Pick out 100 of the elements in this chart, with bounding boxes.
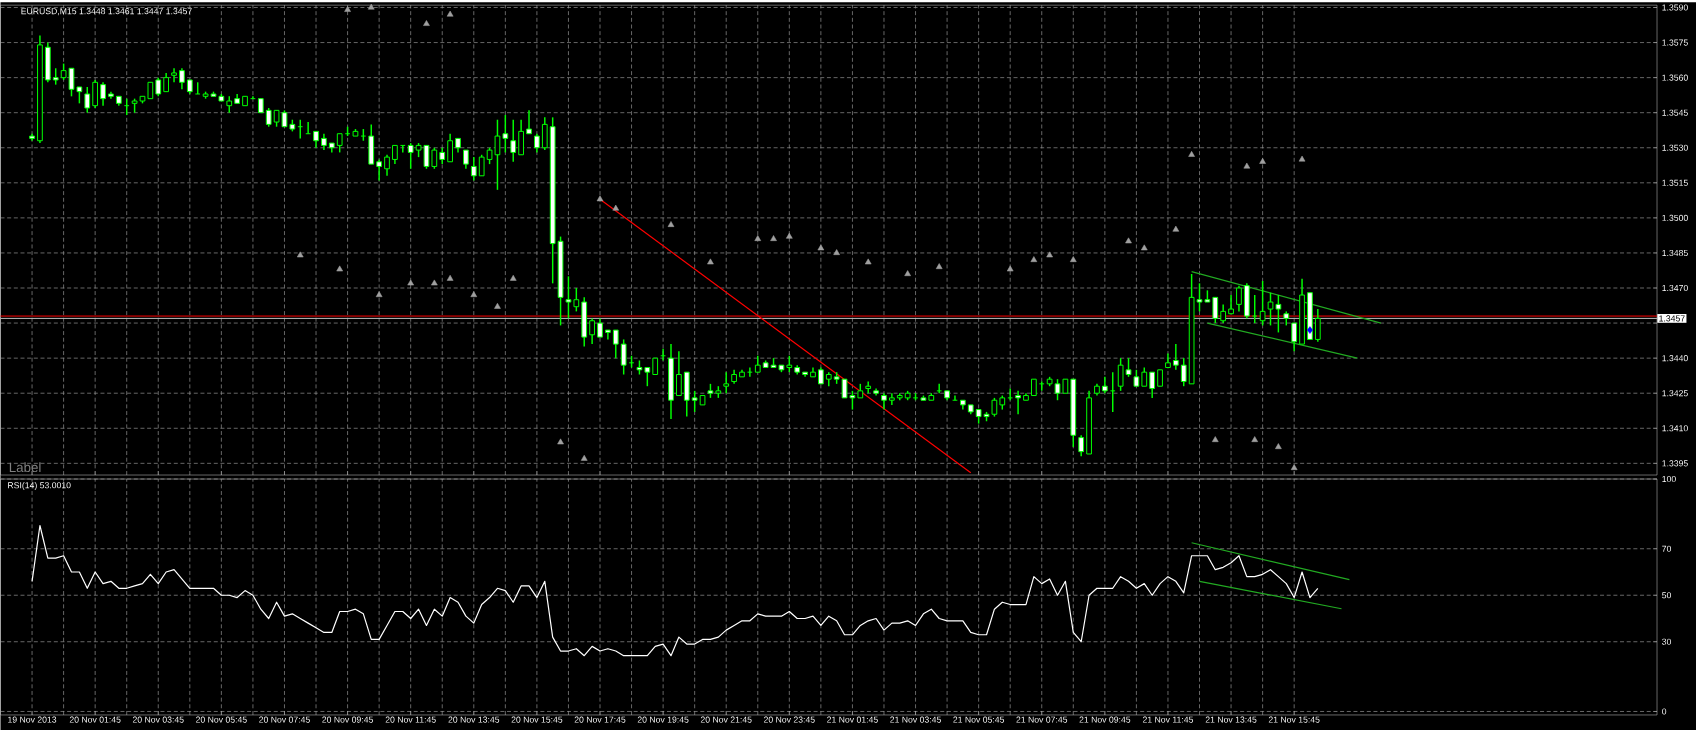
candlestick: [723, 371, 730, 394]
candlestick: [541, 116, 548, 151]
candlestick: [534, 133, 540, 154]
point: [833, 249, 840, 255]
candlestick: [518, 118, 524, 156]
candlestick: [376, 158, 382, 182]
candlestick: [431, 147, 438, 170]
x-tick-label: 20 Nov 11:45: [385, 716, 436, 723]
point: [1188, 151, 1195, 157]
point: [375, 291, 383, 298]
x-tick-label: 21 Nov 05:45: [953, 716, 1005, 723]
x-tick-label: 20 Nov 17:45: [574, 716, 626, 723]
y-tick-label: 1.3470: [1662, 284, 1688, 292]
candlestick: [179, 67, 185, 91]
point: [817, 244, 825, 251]
candlestick: [526, 109, 532, 135]
candlestick: [1212, 296, 1219, 324]
candlestick: [171, 67, 177, 84]
candlestick: [1149, 371, 1156, 399]
x-tick-label: 20 Nov 19:45: [637, 716, 689, 723]
y-tick-label: 1.3425: [1662, 390, 1688, 397]
candlestick: [1078, 434, 1085, 458]
candlestick: [1291, 322, 1298, 352]
point: [344, 6, 351, 12]
candlestick: [1109, 371, 1116, 413]
candlestick: [84, 86, 91, 114]
point: [786, 232, 793, 239]
y-tick-label: 1.3575: [1662, 39, 1688, 46]
x-tick-label: 20 Nov 15:45: [511, 716, 563, 723]
point: [1275, 443, 1282, 449]
x-tick-label: 21 Nov 03:45: [890, 716, 941, 723]
y-tick-label: 30: [1662, 638, 1672, 645]
point: [1006, 265, 1014, 272]
x-tick-label: 21 Nov 01:45: [827, 716, 878, 723]
point: [336, 265, 343, 272]
x-tick-label: 21 Nov 07:45: [1016, 716, 1068, 723]
x-tick-label: 20 Nov 09:45: [322, 716, 373, 723]
point: [1125, 237, 1132, 244]
y-tick-label: 1.3500: [1662, 214, 1688, 221]
x-tick-label: 20 Nov 01:45: [69, 716, 121, 723]
candlestick: [936, 383, 943, 394]
candlestick: [265, 107, 272, 128]
point: [1030, 256, 1038, 262]
candlestick: [510, 118, 517, 163]
point: [367, 3, 375, 10]
candlestick: [1172, 343, 1179, 371]
candlestick: [865, 380, 872, 394]
y-tick-label: 1.3590: [1662, 4, 1688, 11]
candlestick: [565, 275, 572, 320]
candlestick: [1259, 280, 1266, 327]
candlestick: [478, 154, 485, 177]
candlestick: [407, 142, 414, 170]
candlestick: [1314, 308, 1321, 343]
x-tick-label: 20 Nov 21:45: [700, 716, 752, 723]
point: [754, 235, 762, 241]
candlestick: [1251, 294, 1258, 324]
candlestick: [297, 118, 304, 140]
candlestick: [305, 121, 312, 135]
x-tick-label: 21 Nov 15:45: [1268, 716, 1320, 723]
candlestick: [384, 154, 390, 177]
x-tick-label: 21 Nov 13:45: [1205, 716, 1257, 723]
candlestick: [1220, 303, 1227, 324]
point: [707, 258, 714, 265]
point: [935, 263, 943, 269]
point: [1141, 244, 1148, 251]
candlestick: [92, 79, 99, 109]
y-tick-label: 1.3485: [1662, 249, 1688, 257]
candlestick: [399, 144, 406, 154]
y-tick-label: 1.3440: [1662, 355, 1688, 362]
y-tick-label: 1.3395: [1662, 460, 1688, 467]
point: [1070, 256, 1077, 262]
candlestick: [392, 144, 398, 165]
y-tick-label: 70: [1662, 545, 1672, 552]
y-tick-label: 1.3530: [1662, 144, 1688, 151]
point: [770, 235, 777, 241]
point: [904, 270, 911, 277]
point: [612, 204, 620, 211]
chart-title: EURUSD,M15 1.3448 1.3461 1.3447 1.3457: [21, 8, 192, 16]
candlestick: [612, 329, 619, 359]
point: [470, 291, 478, 298]
point: [1307, 326, 1313, 334]
point: [296, 251, 304, 258]
y-tick-label: 1.3560: [1662, 74, 1688, 81]
point: [494, 302, 501, 309]
candlestick: [163, 72, 170, 93]
annotation: Label: [9, 462, 41, 473]
candlestick: [573, 287, 580, 313]
candlestick: [1007, 387, 1014, 401]
x-tick-label: 20 Nov 07:45: [259, 716, 310, 723]
candlestick: [502, 114, 509, 154]
candlestick: [597, 317, 603, 338]
candlestick: [1180, 357, 1187, 387]
candlestick: [589, 317, 595, 345]
point: [580, 454, 588, 461]
y-tick-label: 0: [1662, 708, 1667, 715]
candlestick: [1236, 284, 1242, 313]
y-tick-label: 1.3515: [1662, 179, 1688, 186]
x-tick-label: 19 Nov 2013: [8, 716, 57, 723]
candlestick: [1228, 294, 1234, 315]
x-tick-label: 20 Nov 13:45: [448, 716, 500, 723]
